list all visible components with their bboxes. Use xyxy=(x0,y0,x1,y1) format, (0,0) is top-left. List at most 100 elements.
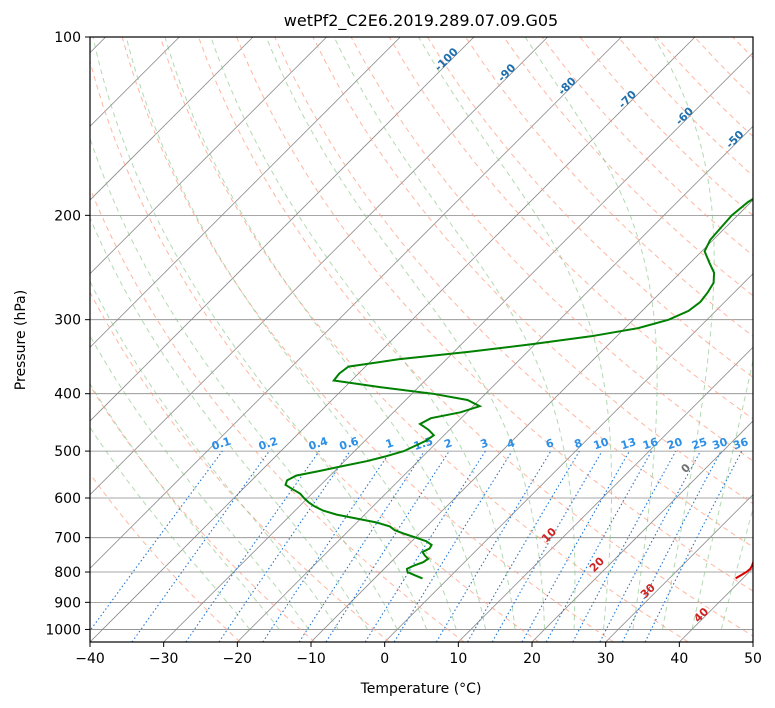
mixing-ratio-label: 25 xyxy=(690,435,709,452)
x-tick-label: −20 xyxy=(223,651,253,667)
dry-adiabat-line xyxy=(771,37,775,642)
mixing-ratio-line xyxy=(218,450,351,642)
plot-frame xyxy=(89,36,754,643)
dry-adiabat-line xyxy=(541,37,753,257)
mixing-ratio-line xyxy=(393,450,513,642)
mixing-ratio-line xyxy=(435,450,552,642)
mixing-ratio-label: 36 xyxy=(731,435,750,452)
moist-adiabat-line xyxy=(164,37,487,630)
mixing-ratio-line xyxy=(644,450,743,642)
isotherm-line xyxy=(237,125,753,642)
dry-adiabat-line xyxy=(388,37,753,420)
x-tick-label: 20 xyxy=(523,651,541,667)
mixing-ratio-label: 10 xyxy=(592,435,611,452)
x-tick-label: 50 xyxy=(744,651,762,667)
y-tick-label: 300 xyxy=(54,313,81,329)
isotherm-line xyxy=(679,567,753,642)
x-axis-label: Temperature (°C) xyxy=(360,681,482,697)
mixing-ratio-line xyxy=(298,450,425,642)
adiabat-label: -40 xyxy=(764,161,775,184)
adiabat-label: -80 xyxy=(556,74,579,97)
isotherm-line xyxy=(163,52,753,642)
mixing-ratio-label: 0.4 xyxy=(307,434,330,452)
mixing-ratio-line xyxy=(131,450,270,642)
y-tick-label: 1000 xyxy=(45,622,81,638)
x-tick-label: −30 xyxy=(149,651,179,667)
moist-adiabat-line xyxy=(90,136,398,630)
mixing-ratio-line xyxy=(521,450,630,642)
y-tick-label: 400 xyxy=(54,387,81,403)
temperature-profile-line xyxy=(735,560,753,580)
moist-adiabat-line xyxy=(90,382,280,630)
moist-adiabat-line xyxy=(125,37,457,630)
mixing-ratio-line xyxy=(364,450,486,642)
y-tick-label: 900 xyxy=(54,595,81,611)
mixing-ratio-label: 16 xyxy=(641,435,660,452)
mixing-ratio-label: 0.1 xyxy=(210,435,233,453)
adiabat-label: -50 xyxy=(723,128,746,151)
mixing-ratio-line xyxy=(90,450,223,632)
isotherm-line xyxy=(90,37,254,201)
moist-adiabat-line xyxy=(418,37,613,630)
mixing-ratio-label: 30 xyxy=(711,435,730,452)
mixing-ratio-line xyxy=(545,450,653,642)
adiabat-label: -70 xyxy=(616,88,639,111)
dry-adiabat-line xyxy=(465,37,753,338)
mixing-ratio-line xyxy=(467,450,580,642)
dry-adiabat-line xyxy=(312,37,753,505)
x-tick-label: 30 xyxy=(597,651,615,667)
dry-adiabat-line xyxy=(732,37,753,59)
dry-adiabat-line xyxy=(90,291,390,642)
isotherm-line xyxy=(458,346,753,642)
dry-adiabat-line xyxy=(274,37,753,548)
y-tick-label: 500 xyxy=(54,444,81,460)
dewpoint-profile-line xyxy=(284,197,753,580)
x-tick-label: 10 xyxy=(449,651,467,667)
dry-adiabat-line xyxy=(90,472,241,642)
chart-title: wetPf2_C2E6.2019.289.07.09.G05 xyxy=(284,11,558,31)
y-tick-label: 800 xyxy=(54,565,81,581)
isotherm-line xyxy=(605,494,753,642)
mixing-ratio-line xyxy=(572,450,677,642)
dry-adiabat-line xyxy=(426,37,753,378)
y-tick-label: 200 xyxy=(54,208,81,224)
isotherm-line xyxy=(90,37,475,422)
mixing-ratio-line xyxy=(325,450,450,642)
moist-adiabat-line xyxy=(90,216,369,630)
dry-adiabat-line xyxy=(503,37,753,297)
dry-adiabat-line xyxy=(90,384,316,642)
y-axis-label: Pressure (hPa) xyxy=(13,290,29,390)
adiabat-label: -60 xyxy=(673,104,696,127)
moist-adiabat-line xyxy=(691,358,753,630)
isotherm-line xyxy=(752,641,753,642)
mixing-ratio-label: 0.2 xyxy=(257,435,280,453)
moist-adiabat-line xyxy=(653,37,715,630)
mixing-ratio-line xyxy=(185,450,320,642)
moist-adiabat-line xyxy=(210,37,516,630)
moist-adiabat-line xyxy=(90,426,251,630)
x-tick-label: 0 xyxy=(380,651,389,667)
y-tick-label: 700 xyxy=(54,531,81,547)
x-tick-label: −40 xyxy=(75,651,105,667)
isotherm-line xyxy=(90,37,622,569)
mixing-ratio-label: 0.6 xyxy=(338,434,361,452)
isotherm-line xyxy=(90,37,696,642)
x-tick-label: −10 xyxy=(296,651,326,667)
mixing-ratio-label: 13 xyxy=(619,435,638,452)
mixing-ratio-label: 1 xyxy=(384,436,395,451)
mixing-ratio-line xyxy=(599,450,701,642)
dry-adiabat-line xyxy=(236,37,753,592)
isotherm-line xyxy=(531,420,753,642)
dry-adiabat-line xyxy=(90,59,540,642)
isotherm-line xyxy=(90,37,548,496)
mixing-ratio-label: 4 xyxy=(505,436,517,451)
adiabat-label: 30 xyxy=(638,581,658,601)
y-tick-label: 600 xyxy=(54,491,81,507)
isotherm-line xyxy=(384,273,753,642)
dry-adiabat-line xyxy=(656,37,753,138)
dry-adiabat-line xyxy=(198,37,753,637)
mixing-ratio-label: 3 xyxy=(479,436,490,451)
mixing-ratio-label: 6 xyxy=(544,436,556,451)
